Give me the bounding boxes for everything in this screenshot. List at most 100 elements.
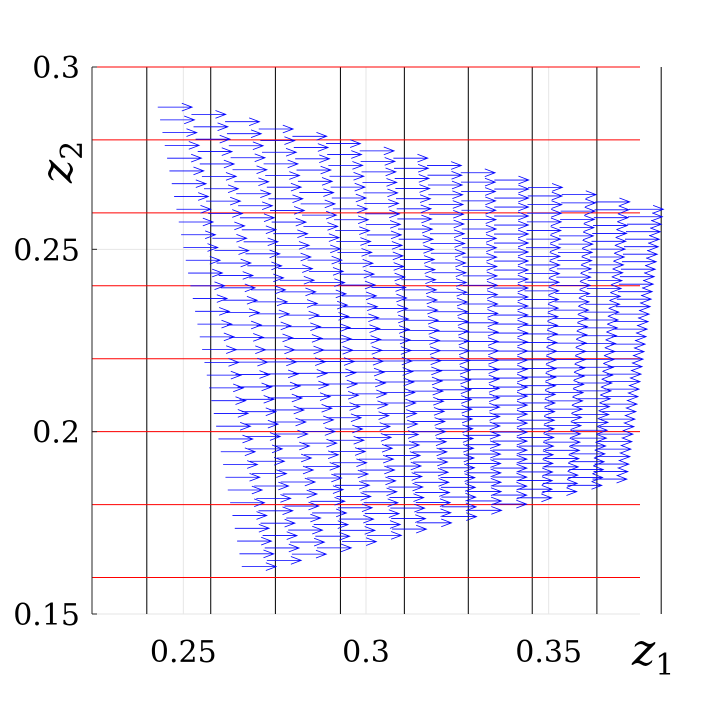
arrow-8-12 — [546, 421, 583, 430]
arrow-20-13 — [582, 323, 619, 333]
arrow-30-6 — [365, 209, 401, 219]
arrow-21-12 — [553, 314, 590, 323]
arrow-1-9 — [467, 496, 503, 506]
arrow-25-3 — [276, 252, 313, 262]
arrow-36-11 — [528, 183, 564, 192]
arrow-22-6 — [372, 293, 408, 303]
arrow-18-13 — [581, 339, 617, 348]
arrow-11-13 — [575, 394, 612, 403]
arrow-36-5 — [326, 139, 362, 148]
arrow-22-7 — [402, 295, 439, 305]
arrow-25-10 — [493, 274, 530, 284]
arrow-21-8 — [433, 307, 469, 317]
arrow-4-13 — [570, 449, 607, 459]
arrow-8-1 — [250, 456, 286, 466]
arrow-12-3 — [297, 403, 334, 413]
arrow-18-0 — [199, 332, 236, 342]
arrow-13-9 — [464, 384, 501, 393]
arrow-27-10 — [493, 256, 530, 266]
arrow-20-6 — [374, 314, 410, 324]
arrow-14-7 — [407, 376, 444, 386]
arrow-21-14 — [613, 317, 650, 326]
arrow-24-10 — [493, 283, 530, 293]
arrow-4-7 — [414, 478, 450, 487]
arrow-11-11 — [520, 398, 557, 408]
arrow-35-13 — [594, 205, 631, 215]
arrow-3-1 — [260, 518, 297, 528]
arrow-4-5 — [362, 487, 398, 497]
arrow-22-3 — [281, 287, 317, 297]
arrow-18-11 — [522, 338, 559, 347]
arrow-4-3 — [310, 497, 346, 506]
arrow-3-10 — [492, 472, 528, 482]
arrow-2-10 — [492, 481, 528, 491]
arrow-36-10 — [494, 175, 530, 185]
arrow-35-6 — [360, 157, 397, 166]
arrow-34-14 — [627, 219, 663, 229]
arrow-13-7 — [408, 386, 445, 396]
arrow-22-1 — [220, 283, 257, 293]
arrow-30-10 — [494, 229, 530, 239]
arrow-34-10 — [494, 193, 530, 203]
arrow-7-10 — [492, 436, 529, 446]
arrow-15-1 — [235, 370, 271, 379]
arrow-18-14 — [610, 339, 647, 349]
arrow-7-7 — [412, 447, 449, 457]
arrow-21-6 — [373, 304, 409, 313]
arrow-23-14 — [615, 302, 652, 311]
arrow-1-7 — [416, 508, 452, 517]
arrow-12-6 — [381, 398, 417, 408]
arrow-9-14 — [601, 407, 638, 416]
arrow-23-7 — [401, 285, 438, 295]
arrow-33-10 — [494, 202, 530, 212]
arrow-6-11 — [519, 441, 555, 451]
arrow-6-1 — [254, 481, 290, 491]
arrow-1-3 — [315, 531, 351, 541]
arrow-14-4 — [322, 379, 359, 389]
arrow-34-4 — [295, 154, 331, 164]
arrow-32-12 — [559, 223, 596, 232]
arrow-3-8 — [440, 483, 477, 492]
arrow-14-6 — [379, 377, 415, 387]
arrow-27-12 — [556, 264, 593, 274]
arrow-35-3 — [260, 136, 296, 145]
arrow-26-2 — [243, 237, 280, 247]
arrow-29-11 — [525, 243, 562, 252]
arrow-18-4 — [317, 334, 353, 344]
arrow-12-0 — [213, 409, 250, 418]
arrow-20-10 — [493, 319, 529, 329]
arrow-25-12 — [555, 281, 592, 290]
arrow-33-0 — [164, 141, 201, 150]
arrow-29-8 — [430, 229, 466, 238]
arrow-15-7 — [407, 366, 443, 376]
arrow-3-6 — [389, 493, 425, 502]
arrow-19-5 — [345, 324, 381, 333]
arrow-12-12 — [548, 388, 585, 397]
arrow-34-5 — [328, 161, 364, 170]
arrow-14-12 — [549, 371, 586, 381]
arrow-15-4 — [321, 368, 357, 377]
arrow-23-2 — [249, 273, 285, 283]
arrow-27-5 — [336, 237, 372, 246]
arrow-2-9 — [466, 487, 503, 496]
arrow-26-5 — [337, 248, 373, 257]
arrow-22-9 — [463, 299, 499, 309]
arrow-26-10 — [493, 265, 530, 275]
arrow-35-1 — [193, 122, 229, 132]
arrow-22-10 — [493, 301, 530, 311]
arrow-5-4 — [335, 481, 371, 490]
x-tick-label-1: 0.3 — [342, 635, 390, 670]
arrow-21-4 — [313, 300, 349, 310]
arrow-30-7 — [397, 214, 433, 224]
arrow-23-6 — [371, 283, 407, 292]
arrow-19-2 — [256, 321, 293, 331]
arrow-34-1 — [195, 134, 232, 144]
arrow-26-4 — [306, 244, 342, 254]
arrow-6-10 — [492, 445, 529, 455]
arrow-3-9 — [466, 477, 503, 487]
y-tick-labels: 0.15 0.2 0.25 0.3 — [13, 51, 97, 633]
arrow-20-0 — [195, 307, 231, 316]
arrow-0-0 — [241, 562, 278, 571]
arrow-18-8 — [434, 336, 471, 346]
arrow-36-2 — [225, 117, 261, 126]
